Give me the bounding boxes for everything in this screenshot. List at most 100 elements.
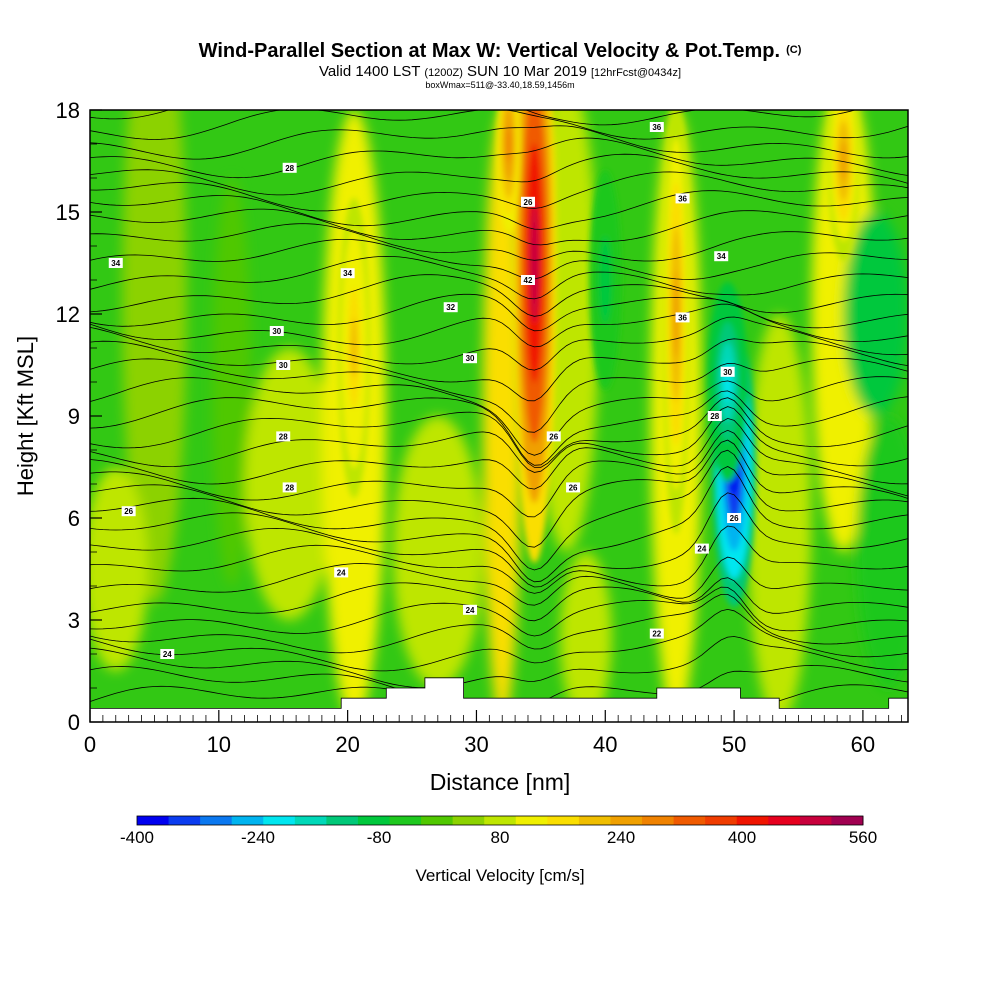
contour-label: 28 xyxy=(276,431,291,442)
updraft-core xyxy=(840,141,847,181)
isentrope-line xyxy=(90,190,908,230)
colorbar-tick-label: 400 xyxy=(728,828,756,847)
svg-text:36: 36 xyxy=(678,194,687,203)
isentrope-line xyxy=(90,376,908,456)
colorbar-swatch xyxy=(642,816,675,825)
y-tick-label: 12 xyxy=(56,302,80,327)
svg-text:34: 34 xyxy=(343,269,352,278)
isentrope-line xyxy=(90,274,908,317)
svg-text:28: 28 xyxy=(285,483,294,492)
contour-label: 28 xyxy=(282,162,297,173)
contour-label: 30 xyxy=(276,360,291,370)
y-tick-label: 6 xyxy=(68,506,80,531)
colorbar-tick-label: 560 xyxy=(849,828,877,847)
x-tick-label: 40 xyxy=(593,732,617,757)
contour-label: 22 xyxy=(649,628,664,639)
isentrope-line xyxy=(90,390,908,466)
svg-text:26: 26 xyxy=(124,507,133,516)
svg-text:28: 28 xyxy=(710,412,719,421)
svg-text:26: 26 xyxy=(730,514,739,523)
isentrope-line xyxy=(90,608,908,672)
isentrope-line xyxy=(90,171,908,212)
contour-label: 30 xyxy=(463,353,478,364)
x-axis-label: Distance [nm] xyxy=(430,769,571,795)
isentrope-line xyxy=(90,110,857,126)
velocity-band xyxy=(122,110,187,603)
x-tick-label: 50 xyxy=(722,732,746,757)
colorbar-tick-label: 240 xyxy=(607,828,635,847)
contour-label: 36 xyxy=(675,312,690,323)
svg-text:26: 26 xyxy=(549,432,558,441)
x-tick-label: 60 xyxy=(851,732,875,757)
isentrope-line xyxy=(90,239,908,280)
svg-text:30: 30 xyxy=(723,368,732,377)
colorbar-swatch xyxy=(421,816,454,825)
contour-label: 34 xyxy=(108,258,123,268)
contour-label: 28 xyxy=(282,482,297,493)
isentrope-line xyxy=(90,525,908,594)
colorbar-swatch xyxy=(168,816,201,825)
contour-label: 36 xyxy=(675,193,690,204)
updraft-core xyxy=(506,126,512,162)
colorbar-swatch xyxy=(294,816,327,825)
colorbar-swatch xyxy=(231,816,264,825)
isentrope-line xyxy=(90,556,908,606)
colorbar-tick-label: -80 xyxy=(367,828,392,847)
svg-text:26: 26 xyxy=(524,198,533,207)
velocity-band xyxy=(482,110,522,722)
velocity-band xyxy=(856,416,908,688)
colorbar-swatch xyxy=(799,816,832,825)
contour-label: 26 xyxy=(121,506,136,517)
svg-text:30: 30 xyxy=(466,354,475,363)
contour-label: 24 xyxy=(463,604,478,615)
svg-text:30: 30 xyxy=(272,327,281,336)
colorbar-swatch xyxy=(263,816,296,825)
y-tick-label: 15 xyxy=(56,200,80,225)
svg-text:34: 34 xyxy=(111,259,120,268)
isentrope-line xyxy=(90,594,908,654)
isentrope-line xyxy=(90,466,908,583)
contour-label: 24 xyxy=(160,649,175,659)
updraft-core xyxy=(350,318,358,378)
svg-text:28: 28 xyxy=(279,432,288,441)
isentrope-line xyxy=(90,125,908,160)
colorbar-swatch xyxy=(610,816,643,825)
x-tick-label: 20 xyxy=(335,732,359,757)
velocity-band xyxy=(843,212,908,416)
isentrope-line xyxy=(90,338,908,402)
velocity-band xyxy=(392,416,483,688)
y-tick-label: 18 xyxy=(56,98,80,123)
svg-text:30: 30 xyxy=(279,361,288,370)
velocity-band xyxy=(560,552,612,722)
x-tick-label: 0 xyxy=(84,732,96,757)
svg-text:32: 32 xyxy=(446,303,455,312)
svg-text:24: 24 xyxy=(466,606,475,615)
terrain-mask xyxy=(90,677,908,722)
chart-box-info: boxWmax=511@-33.40,18.59,1456m xyxy=(425,80,574,90)
y-tick-label: 0 xyxy=(68,710,80,735)
isentrope-line xyxy=(90,255,908,300)
isentrope-line xyxy=(90,316,908,371)
colorbar-swatch xyxy=(200,816,233,825)
isentrope-line xyxy=(90,439,908,548)
colorbar-swatch xyxy=(137,816,170,825)
isentrope-line xyxy=(90,293,908,332)
colorbar-swatch xyxy=(326,816,359,825)
svg-text:26: 26 xyxy=(569,483,578,492)
colorbar-swatch xyxy=(389,816,422,825)
y-tick-label: 3 xyxy=(68,608,80,633)
isentrope-line xyxy=(90,586,908,637)
contour-label: 28 xyxy=(707,411,722,421)
colorbar-swatch xyxy=(768,816,801,825)
isentrope-line xyxy=(90,208,908,246)
isentrope-line xyxy=(90,449,908,571)
colorbar-swatch xyxy=(705,816,738,825)
velocity-band xyxy=(90,467,148,671)
svg-text:42: 42 xyxy=(524,276,533,285)
contour-label: 32 xyxy=(443,302,458,313)
svg-text:24: 24 xyxy=(337,568,346,577)
colorbar-tick-label: 80 xyxy=(491,828,510,847)
isentrope-line xyxy=(90,577,908,622)
contour-label: 30 xyxy=(269,326,284,336)
contour-label: 34 xyxy=(714,251,729,262)
